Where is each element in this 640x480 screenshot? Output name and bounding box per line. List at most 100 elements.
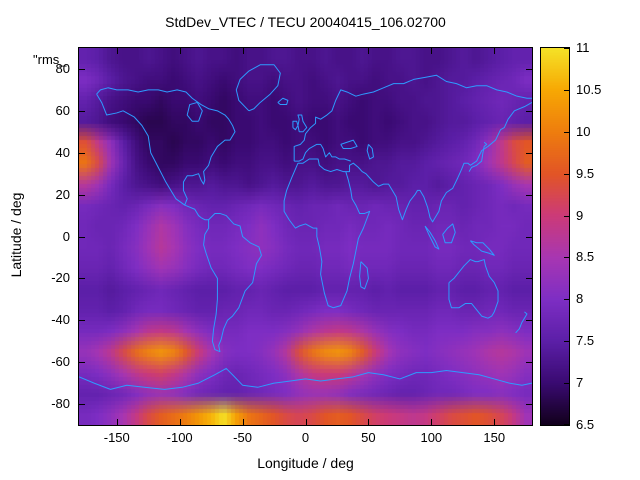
colorbar-tick-label: 7.5 — [576, 333, 595, 349]
coastline — [79, 368, 532, 389]
coastline — [341, 140, 357, 148]
x-tick-label: 150 — [483, 430, 506, 445]
y-tick-mark — [79, 68, 85, 70]
y-tick-mark — [79, 194, 85, 196]
coastline — [470, 241, 494, 256]
x-tick-label: 100 — [420, 430, 443, 445]
colorbar-tick-mark — [564, 48, 569, 49]
colorbar-tick-mark — [564, 424, 569, 425]
x-tick-mark — [116, 419, 118, 425]
x-tick-mark — [116, 48, 118, 54]
y-tick-mark — [526, 404, 532, 406]
x-tick-label: -100 — [166, 430, 193, 445]
legend-label: "rms_ — [33, 52, 67, 67]
y-tick-mark — [526, 278, 532, 280]
y-tick-label: -40 — [51, 312, 70, 328]
colorbar-tick-mark — [564, 341, 569, 343]
heatmap-canvas — [79, 48, 532, 425]
y-tick-label: 20 — [55, 186, 70, 202]
x-tick-label: -50 — [233, 430, 252, 445]
y-tick-mark — [526, 320, 532, 322]
y-tick-label: 0 — [62, 228, 70, 244]
colorbar-tick-label: 9.5 — [576, 165, 595, 181]
colorbar-tick-label: 8 — [576, 291, 584, 307]
colorbar-tick-mark — [564, 215, 569, 217]
y-tick-mark — [526, 68, 532, 70]
x-tick-mark — [494, 419, 496, 425]
y-tick-mark — [79, 404, 85, 406]
coastline — [294, 144, 351, 161]
plot-area — [78, 47, 533, 426]
colorbar-tick-mark — [564, 173, 569, 175]
y-tick-mark — [79, 152, 85, 154]
coastline — [204, 213, 262, 351]
y-tick-label: 80 — [55, 60, 70, 76]
y-tick-mark — [79, 236, 85, 238]
y-tick-mark — [526, 194, 532, 196]
x-tick-mark — [179, 419, 181, 425]
x-axis-title: Longitude / deg — [257, 455, 354, 471]
y-tick-mark — [79, 278, 85, 280]
y-tick-mark — [526, 362, 532, 364]
coastline — [360, 262, 369, 289]
coastline — [185, 205, 209, 220]
x-tick-mark — [305, 419, 307, 425]
colorbar-tick-label: 6.5 — [576, 417, 595, 432]
colorbar-tick-label: 7 — [576, 375, 584, 391]
x-tick-label: -150 — [103, 430, 130, 445]
coastline — [236, 65, 280, 111]
coastline — [449, 260, 498, 319]
x-tick-mark — [368, 48, 370, 54]
y-tick-label: 40 — [55, 144, 70, 160]
colorbar-tick-label: 8.5 — [576, 249, 595, 265]
x-tick-mark — [431, 48, 433, 54]
colorbar-tick-label: 10 — [576, 123, 591, 139]
x-tick-label: 0 — [301, 430, 310, 445]
colorbar-tick-mark — [564, 89, 569, 91]
y-tick-mark — [526, 152, 532, 154]
colorbar-canvas — [541, 48, 569, 425]
coastline — [294, 75, 532, 161]
coastline — [187, 102, 202, 121]
y-tick-label: 60 — [55, 102, 70, 118]
colorbar-tick-mark — [564, 257, 569, 259]
coastline — [443, 224, 456, 243]
x-tick-mark — [431, 419, 433, 425]
coastline — [469, 142, 487, 171]
coastline — [425, 226, 439, 249]
coastline — [284, 159, 370, 308]
colorbar-tick-label: 9 — [576, 207, 584, 223]
y-tick-mark — [526, 236, 532, 238]
colorbar-tick-mark — [564, 131, 569, 133]
x-tick-mark — [494, 48, 496, 54]
x-tick-mark — [242, 48, 244, 54]
coastline — [293, 121, 298, 129]
y-tick-mark — [526, 110, 532, 112]
coastline — [298, 115, 307, 132]
colorbar-tick-mark — [564, 383, 569, 385]
coastlines-overlay — [79, 48, 532, 425]
y-tick-label: -80 — [51, 396, 70, 412]
x-tick-label: 50 — [361, 430, 376, 445]
y-tick-label: -60 — [51, 354, 70, 370]
y-tick-mark — [79, 110, 85, 112]
colorbar-tick-label: 10.5 — [576, 81, 602, 97]
colorbar-tick-mark — [564, 299, 569, 301]
x-tick-mark — [368, 419, 370, 425]
chart-title: StdDev_VTEC / TECU 20040415_106.02700 — [165, 14, 446, 30]
coastline — [516, 312, 527, 333]
coastline — [97, 88, 235, 205]
y-axis-title: Latitude / deg — [8, 192, 24, 278]
y-tick-label: -20 — [51, 270, 70, 286]
y-tick-mark — [79, 362, 85, 364]
x-tick-mark — [242, 419, 244, 425]
x-tick-mark — [179, 48, 181, 54]
coastline — [278, 98, 288, 104]
y-tick-mark — [79, 320, 85, 322]
colorbar-tick-label: 11 — [576, 40, 590, 55]
coastline — [346, 102, 532, 221]
x-tick-mark — [305, 48, 307, 54]
colorbar — [540, 47, 570, 426]
coastline — [367, 144, 373, 159]
